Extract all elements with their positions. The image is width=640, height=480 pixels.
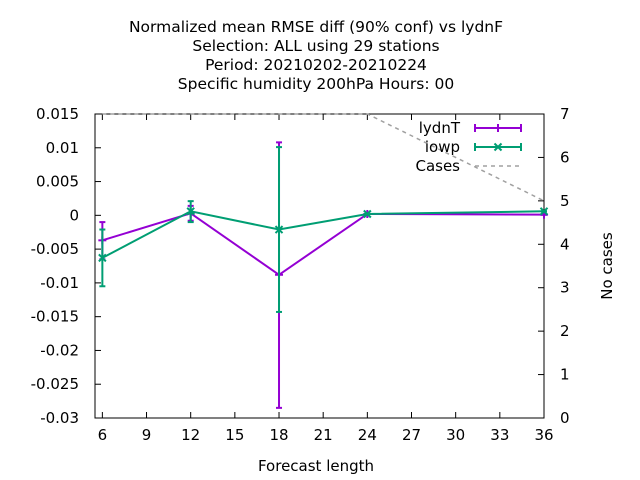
y2-axis-ticks: 0 1 2 3 4 5 6 7 (538, 105, 570, 427)
x-tick-label: 27 (402, 426, 421, 444)
legend-marker (493, 142, 503, 152)
marker-d2 (363, 209, 372, 219)
y-tick-label: -0.015 (31, 308, 79, 326)
data-series (98, 141, 549, 409)
y2-tick-label: 0 (560, 409, 570, 427)
y-tick-label: 0.01 (46, 139, 79, 157)
y2-tick-label: 3 (560, 279, 570, 297)
x-tick-label: 12 (181, 426, 200, 444)
y2-tick-label: 2 (560, 322, 570, 340)
legend-label: iowp (425, 138, 460, 156)
x-tick-label: 30 (446, 426, 465, 444)
data-point (98, 253, 107, 263)
legend-entry: lydnT (419, 119, 522, 137)
x-tick-label: 18 (269, 426, 288, 444)
y-axis-ticks: 0.015 0.01 0.005 0 -0.005 -0.01 -0.015 -0.02 -0.… (31, 105, 101, 427)
data-point (539, 207, 549, 216)
x-tick-label: 24 (358, 426, 377, 444)
y-tick-label: 0.015 (36, 105, 79, 123)
title-line: Selection: ALL using 29 stations (192, 37, 439, 55)
y-tick-label: -0.01 (40, 274, 79, 292)
y-tick-label: 0.005 (36, 173, 79, 191)
cases-line (102, 113, 545, 202)
x-tick-label: 33 (490, 426, 509, 444)
cases-series (102, 113, 545, 202)
x-tick-label: 9 (142, 426, 152, 444)
y-tick-label: -0.02 (40, 341, 79, 359)
x-tick-label: 36 (534, 426, 553, 444)
series-lydnT (98, 141, 548, 409)
y2-tick-label: 1 (560, 366, 570, 384)
y-tick-label: -0.03 (40, 409, 79, 427)
legend-entry: Cases (415, 157, 521, 175)
legend-label: Cases (415, 157, 460, 175)
chart-title: Normalized mean RMSE diff (90% conf) vs … (129, 18, 503, 93)
y2-tick-label: 7 (560, 105, 570, 123)
title-line: Normalized mean RMSE diff (90% conf) vs … (129, 18, 503, 36)
x-tick-label: 6 (98, 426, 108, 444)
series-iowp (98, 146, 549, 313)
y-tick-label: -0.005 (31, 240, 79, 258)
y-tick-label: -0.025 (31, 375, 79, 393)
x-tick-label: 15 (225, 426, 244, 444)
y-tick-label: 0 (69, 206, 79, 224)
y2-tick-label: 6 (560, 148, 570, 166)
plot-frame (94, 113, 545, 419)
data-point (363, 209, 372, 219)
x-axis-label: Forecast length (258, 457, 374, 475)
series-line (101, 210, 545, 259)
x-tick-label: 21 (314, 426, 333, 444)
legend-label: lydnT (419, 119, 461, 137)
marker-d2 (186, 207, 195, 216)
data-point (274, 225, 284, 234)
marker-d2 (539, 207, 549, 216)
legend-entry: iowp (425, 138, 522, 156)
marker-d2 (98, 253, 107, 263)
title-line: Period: 20210202-20210224 (205, 56, 427, 74)
y2-axis-label: No cases (598, 232, 616, 300)
y2-tick-label: 4 (560, 235, 570, 253)
plot-border (94, 113, 545, 419)
data-point (186, 207, 195, 216)
title-line: Specific humidity 200hPa Hours: 00 (178, 75, 454, 93)
x-axis-ticks: 6 9 12 15 18 21 24 27 30 33 36 (98, 114, 554, 444)
y2-tick-label: 5 (560, 192, 570, 210)
marker-d2 (274, 225, 284, 234)
